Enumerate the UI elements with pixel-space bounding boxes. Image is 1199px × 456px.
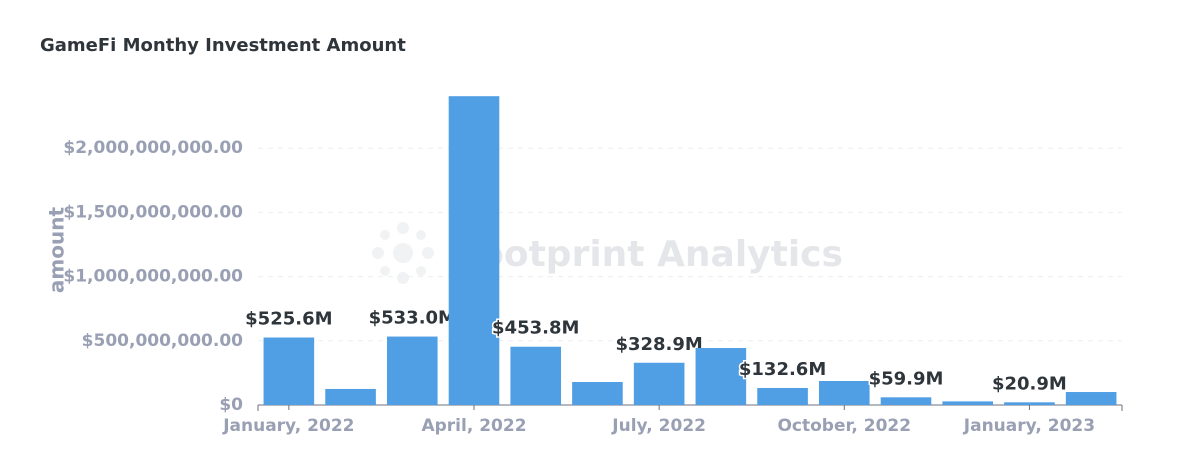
y-tick-label: $500,000,000.00	[82, 331, 243, 351]
bar	[695, 347, 747, 405]
data-label: $525.6M	[245, 309, 332, 330]
data-label: $132.6M	[739, 359, 826, 380]
x-tick-label: January, 2023	[963, 416, 1095, 436]
x-tick-label: April, 2022	[421, 416, 526, 436]
y-tick-label: $1,000,000,000.00	[63, 267, 243, 287]
x-tick-label: January, 2022	[222, 416, 354, 436]
bar	[510, 346, 562, 405]
data-label: $533.0M	[369, 308, 456, 329]
bar	[325, 388, 376, 405]
y-tick-label: $1,500,000,000.00	[63, 202, 243, 222]
bar	[818, 380, 870, 405]
bar	[942, 401, 994, 405]
watermark-icon	[372, 222, 434, 284]
y-axis-label: amount	[45, 207, 69, 294]
bar	[386, 336, 438, 405]
y-tick-label: $0	[219, 395, 243, 415]
bar	[572, 382, 623, 405]
bar	[263, 337, 315, 405]
x-tick-label: July, 2022	[611, 416, 706, 436]
bar	[880, 397, 932, 405]
data-label: $328.9M	[615, 334, 702, 355]
data-label: $20.9M	[992, 373, 1067, 394]
bar	[633, 362, 685, 405]
watermark: Footprint Analytics	[456, 234, 843, 275]
bar	[757, 387, 808, 405]
y-tick-label: $2,000,000,000.00	[63, 138, 243, 158]
chart-title: GameFi Monthy Investment Amount	[40, 35, 406, 56]
x-tick-label: October, 2022	[777, 416, 911, 436]
data-label: $59.9M	[869, 368, 944, 389]
bar	[1004, 402, 1055, 405]
bar	[1065, 392, 1117, 405]
bar	[448, 96, 500, 405]
data-label: $453.8M	[492, 318, 579, 339]
